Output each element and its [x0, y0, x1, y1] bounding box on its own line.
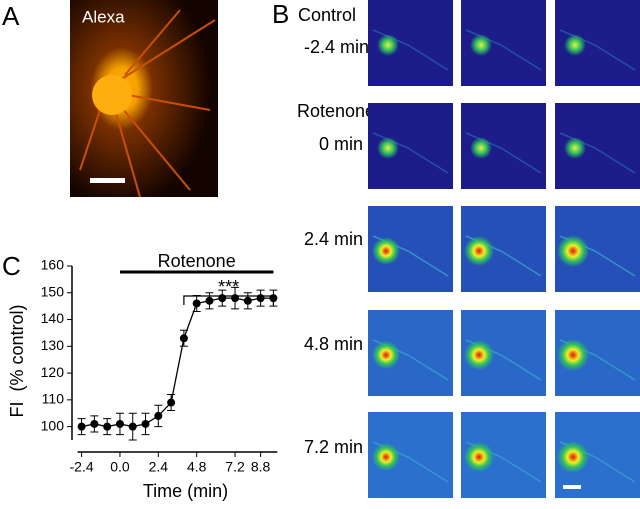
data-point — [231, 294, 240, 303]
soma — [557, 235, 589, 267]
soma — [372, 443, 400, 471]
x-tick-label: 7.2 — [225, 459, 245, 475]
data-point — [77, 422, 86, 431]
data-line — [81, 297, 274, 428]
scale-bar — [563, 485, 581, 489]
soma — [92, 75, 132, 115]
data-point — [192, 299, 201, 308]
x-tick-label: -2.4 — [70, 459, 94, 475]
soma — [464, 340, 494, 370]
annotation: Rotenone — [158, 251, 236, 271]
condition-label: Rotenone — [297, 101, 375, 121]
soma — [377, 137, 399, 159]
x-tick-label: 0.0 — [110, 459, 130, 475]
panel-c: C 100 110 120 130 140 150 160 -2.4 0.0 2.4 4.8 7.2 8… — [2, 251, 278, 501]
soma — [564, 137, 586, 159]
data-point — [167, 398, 176, 407]
y-tick-label: 160 — [41, 257, 65, 273]
y-axis-label: FI (% control) — [7, 304, 27, 417]
panel-label: C — [2, 251, 21, 281]
panel-a: A Alexa — [2, 0, 218, 198]
y-tick-label: 110 — [42, 391, 65, 407]
y-tick-label: 120 — [41, 364, 65, 380]
x-tick-label: 2.4 — [149, 459, 169, 475]
time-label: 7.2 min — [304, 437, 363, 457]
soma — [470, 34, 492, 56]
condition-label: Control — [298, 5, 356, 25]
soma — [377, 34, 399, 56]
x-tick-label: 4.8 — [187, 459, 207, 475]
soma — [557, 339, 589, 371]
time-label: 2.4 min — [304, 229, 363, 249]
data-point — [179, 334, 188, 343]
scale-bar — [90, 178, 125, 183]
data-point — [90, 419, 99, 428]
soma — [557, 441, 589, 473]
time-label: -2.4 min — [304, 37, 369, 57]
panel-label: B — [272, 0, 289, 29]
y-tick-label: 150 — [41, 283, 65, 299]
soma — [464, 442, 494, 472]
data-point — [218, 294, 227, 303]
y-tick-label: 140 — [41, 310, 65, 326]
data-point — [243, 296, 252, 305]
soma — [372, 237, 400, 265]
data-point — [256, 294, 265, 303]
x-axis-label: Time (min) — [143, 481, 228, 501]
y-tick-label: 130 — [41, 337, 65, 353]
time-label: 4.8 min — [304, 334, 363, 354]
soma — [372, 341, 400, 369]
time-label: 0 min — [319, 134, 363, 154]
dendrites — [79, 9, 216, 198]
data-point — [128, 422, 137, 431]
y-tick-label: 100 — [41, 417, 65, 433]
data-point — [115, 419, 124, 428]
stain-label: Alexa — [82, 7, 125, 26]
panel-label: A — [2, 1, 20, 31]
data-point — [154, 411, 163, 420]
x-tick-label: 8.8 — [251, 459, 271, 475]
data-point — [103, 422, 112, 431]
soma — [564, 34, 586, 56]
data-point — [269, 294, 278, 303]
soma — [470, 137, 492, 159]
panel-b: B Control -2.4 min Rotenone 0 min 2.4 mi… — [272, 0, 640, 498]
soma — [464, 236, 494, 266]
data-point — [205, 296, 214, 305]
data-point — [141, 419, 150, 428]
annotation: *** — [218, 277, 239, 297]
